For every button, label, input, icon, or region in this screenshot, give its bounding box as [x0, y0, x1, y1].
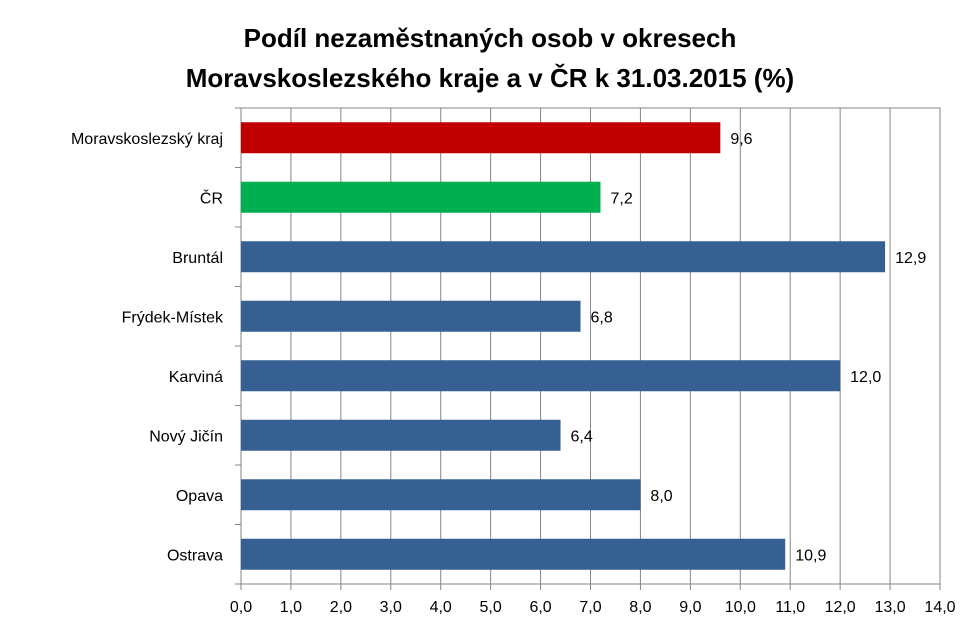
x-tick-label: 0,0	[230, 599, 252, 616]
data-label: 9,6	[730, 131, 752, 148]
x-tick-label: 10,0	[725, 599, 756, 616]
bar	[241, 241, 886, 273]
x-tick-label: 12,0	[825, 599, 856, 616]
x-tick-label: 3,0	[380, 599, 402, 616]
x-tick-label: 5,0	[480, 599, 502, 616]
category-label: Ostrava	[167, 547, 223, 564]
data-label: 12,0	[850, 369, 881, 386]
data-label: 6,4	[571, 428, 593, 445]
data-label: 6,8	[591, 309, 613, 326]
data-label: 7,2	[610, 190, 632, 207]
x-tick-label: 9,0	[679, 599, 701, 616]
x-tick-label: 7,0	[579, 599, 601, 616]
x-tick-label: 8,0	[629, 599, 651, 616]
x-tick-label: 2,0	[330, 599, 352, 616]
x-tick-label: 6,0	[529, 599, 551, 616]
data-label: 12,9	[895, 250, 926, 267]
category-label: ČR	[200, 188, 223, 207]
category-label: Karviná	[169, 369, 223, 386]
x-tick-label: 14,0	[924, 599, 955, 616]
category-label: Frýdek-Místek	[122, 309, 224, 326]
data-label: 10,9	[795, 547, 826, 564]
bar	[241, 479, 641, 511]
bar	[241, 419, 561, 451]
category-label: Moravskoslezský kraj	[71, 131, 223, 148]
x-tick-label: 1,0	[280, 599, 302, 616]
category-label: Opava	[176, 488, 223, 505]
bar	[241, 122, 721, 154]
bar	[241, 300, 581, 332]
data-label: 8,0	[650, 488, 672, 505]
x-tick-label: 4,0	[430, 599, 452, 616]
x-tick-label: 13,0	[875, 599, 906, 616]
chart-title-line-1: Podíl nezaměstnaných osob v okresech	[243, 23, 737, 53]
bar	[241, 181, 601, 213]
bar	[241, 360, 841, 392]
x-tick-label: 11,0	[775, 599, 805, 616]
category-label: Bruntál	[172, 250, 223, 267]
bar	[241, 538, 786, 570]
chart-title-line-2: Moravskoslezského kraje a v ČR k 31.03.2…	[185, 63, 795, 93]
category-label: Nový Jičín	[149, 428, 223, 445]
